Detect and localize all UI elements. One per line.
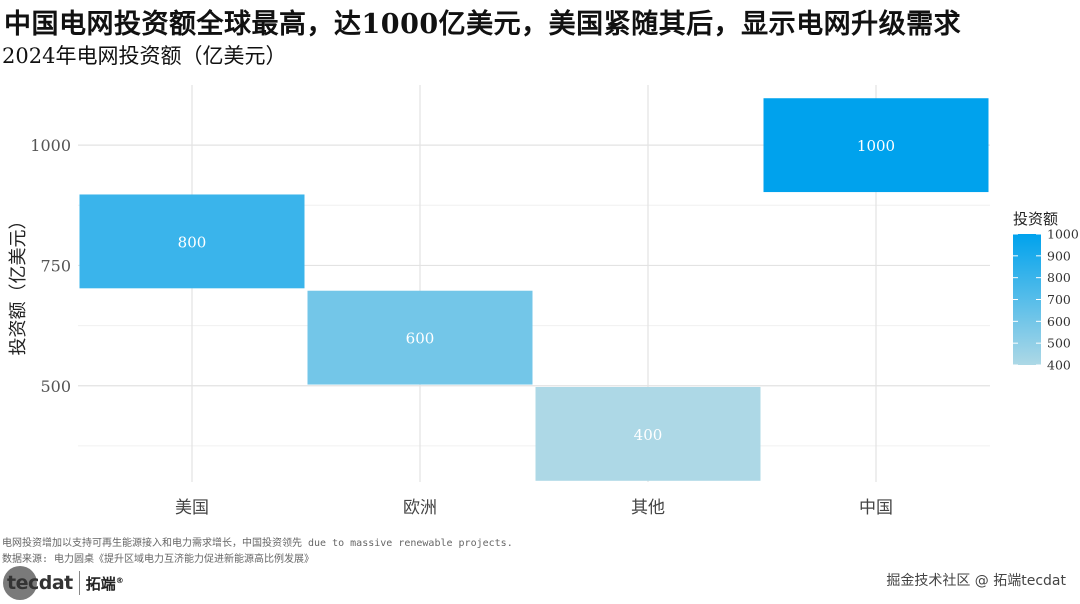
- x-tick-label: 美国: [175, 498, 209, 518]
- y-axis-title: 投资额（亿美元）: [8, 212, 29, 356]
- legend-tick-label: 1000: [1047, 227, 1079, 242]
- x-tick-label: 中国: [859, 498, 893, 518]
- y-tick-label: 500: [40, 377, 71, 396]
- tile-label: 600: [406, 330, 435, 348]
- chart-subtitle: 2024年电网投资额（亿美元）: [2, 44, 287, 68]
- legend-tick-label: 400: [1047, 358, 1071, 373]
- caption-note: 电网投资增加以支持可再生能源接入和电力需求增长，中国投资领先 due to ma…: [2, 538, 513, 549]
- legend-tick-label: 600: [1047, 314, 1071, 329]
- tile-label: 400: [634, 426, 663, 444]
- caption-source: 数据来源: 电力圆桌《提升区域电力互济能力促进新能源高比例发展》: [2, 554, 315, 565]
- tile-美国: [79, 194, 305, 289]
- x-tick-label: 欧洲: [403, 498, 437, 518]
- legend-tick-label: 500: [1047, 336, 1071, 351]
- tile-中国: [763, 98, 989, 193]
- logo-divider: [78, 571, 80, 595]
- logo-circle-icon: [3, 566, 37, 600]
- tile-label: 800: [178, 233, 207, 251]
- y-tick-label: 1000: [30, 136, 71, 155]
- chart-title: 中国电网投资额全球最高，达1000亿美元，美国紧随其后，显示电网升级需求: [4, 9, 962, 40]
- legend-tick-label: 800: [1047, 270, 1071, 285]
- tile-欧洲: [307, 290, 533, 385]
- legend-tick-label: 900: [1047, 248, 1071, 263]
- legend-tick-label: 700: [1047, 292, 1071, 307]
- logo-wordmark: tecdat: [7, 572, 73, 594]
- tile-chart: 800 600 400 1000 500 750 1000 美国 欧洲 其他 中国 投资额（亿美元） 投…: [8, 85, 1079, 518]
- y-tick-label: 750: [40, 256, 71, 275]
- tile-label: 1000: [857, 137, 895, 155]
- x-tick-label: 其他: [631, 498, 665, 518]
- logo-cn-text: 拓端®: [85, 574, 124, 593]
- tecdat-logo: tecdat 拓端®: [3, 566, 124, 600]
- legend-title: 投资额: [1013, 210, 1058, 228]
- watermark: 掘金技术社区 @ 拓端tecdat: [886, 573, 1066, 589]
- tile-其他: [535, 386, 761, 481]
